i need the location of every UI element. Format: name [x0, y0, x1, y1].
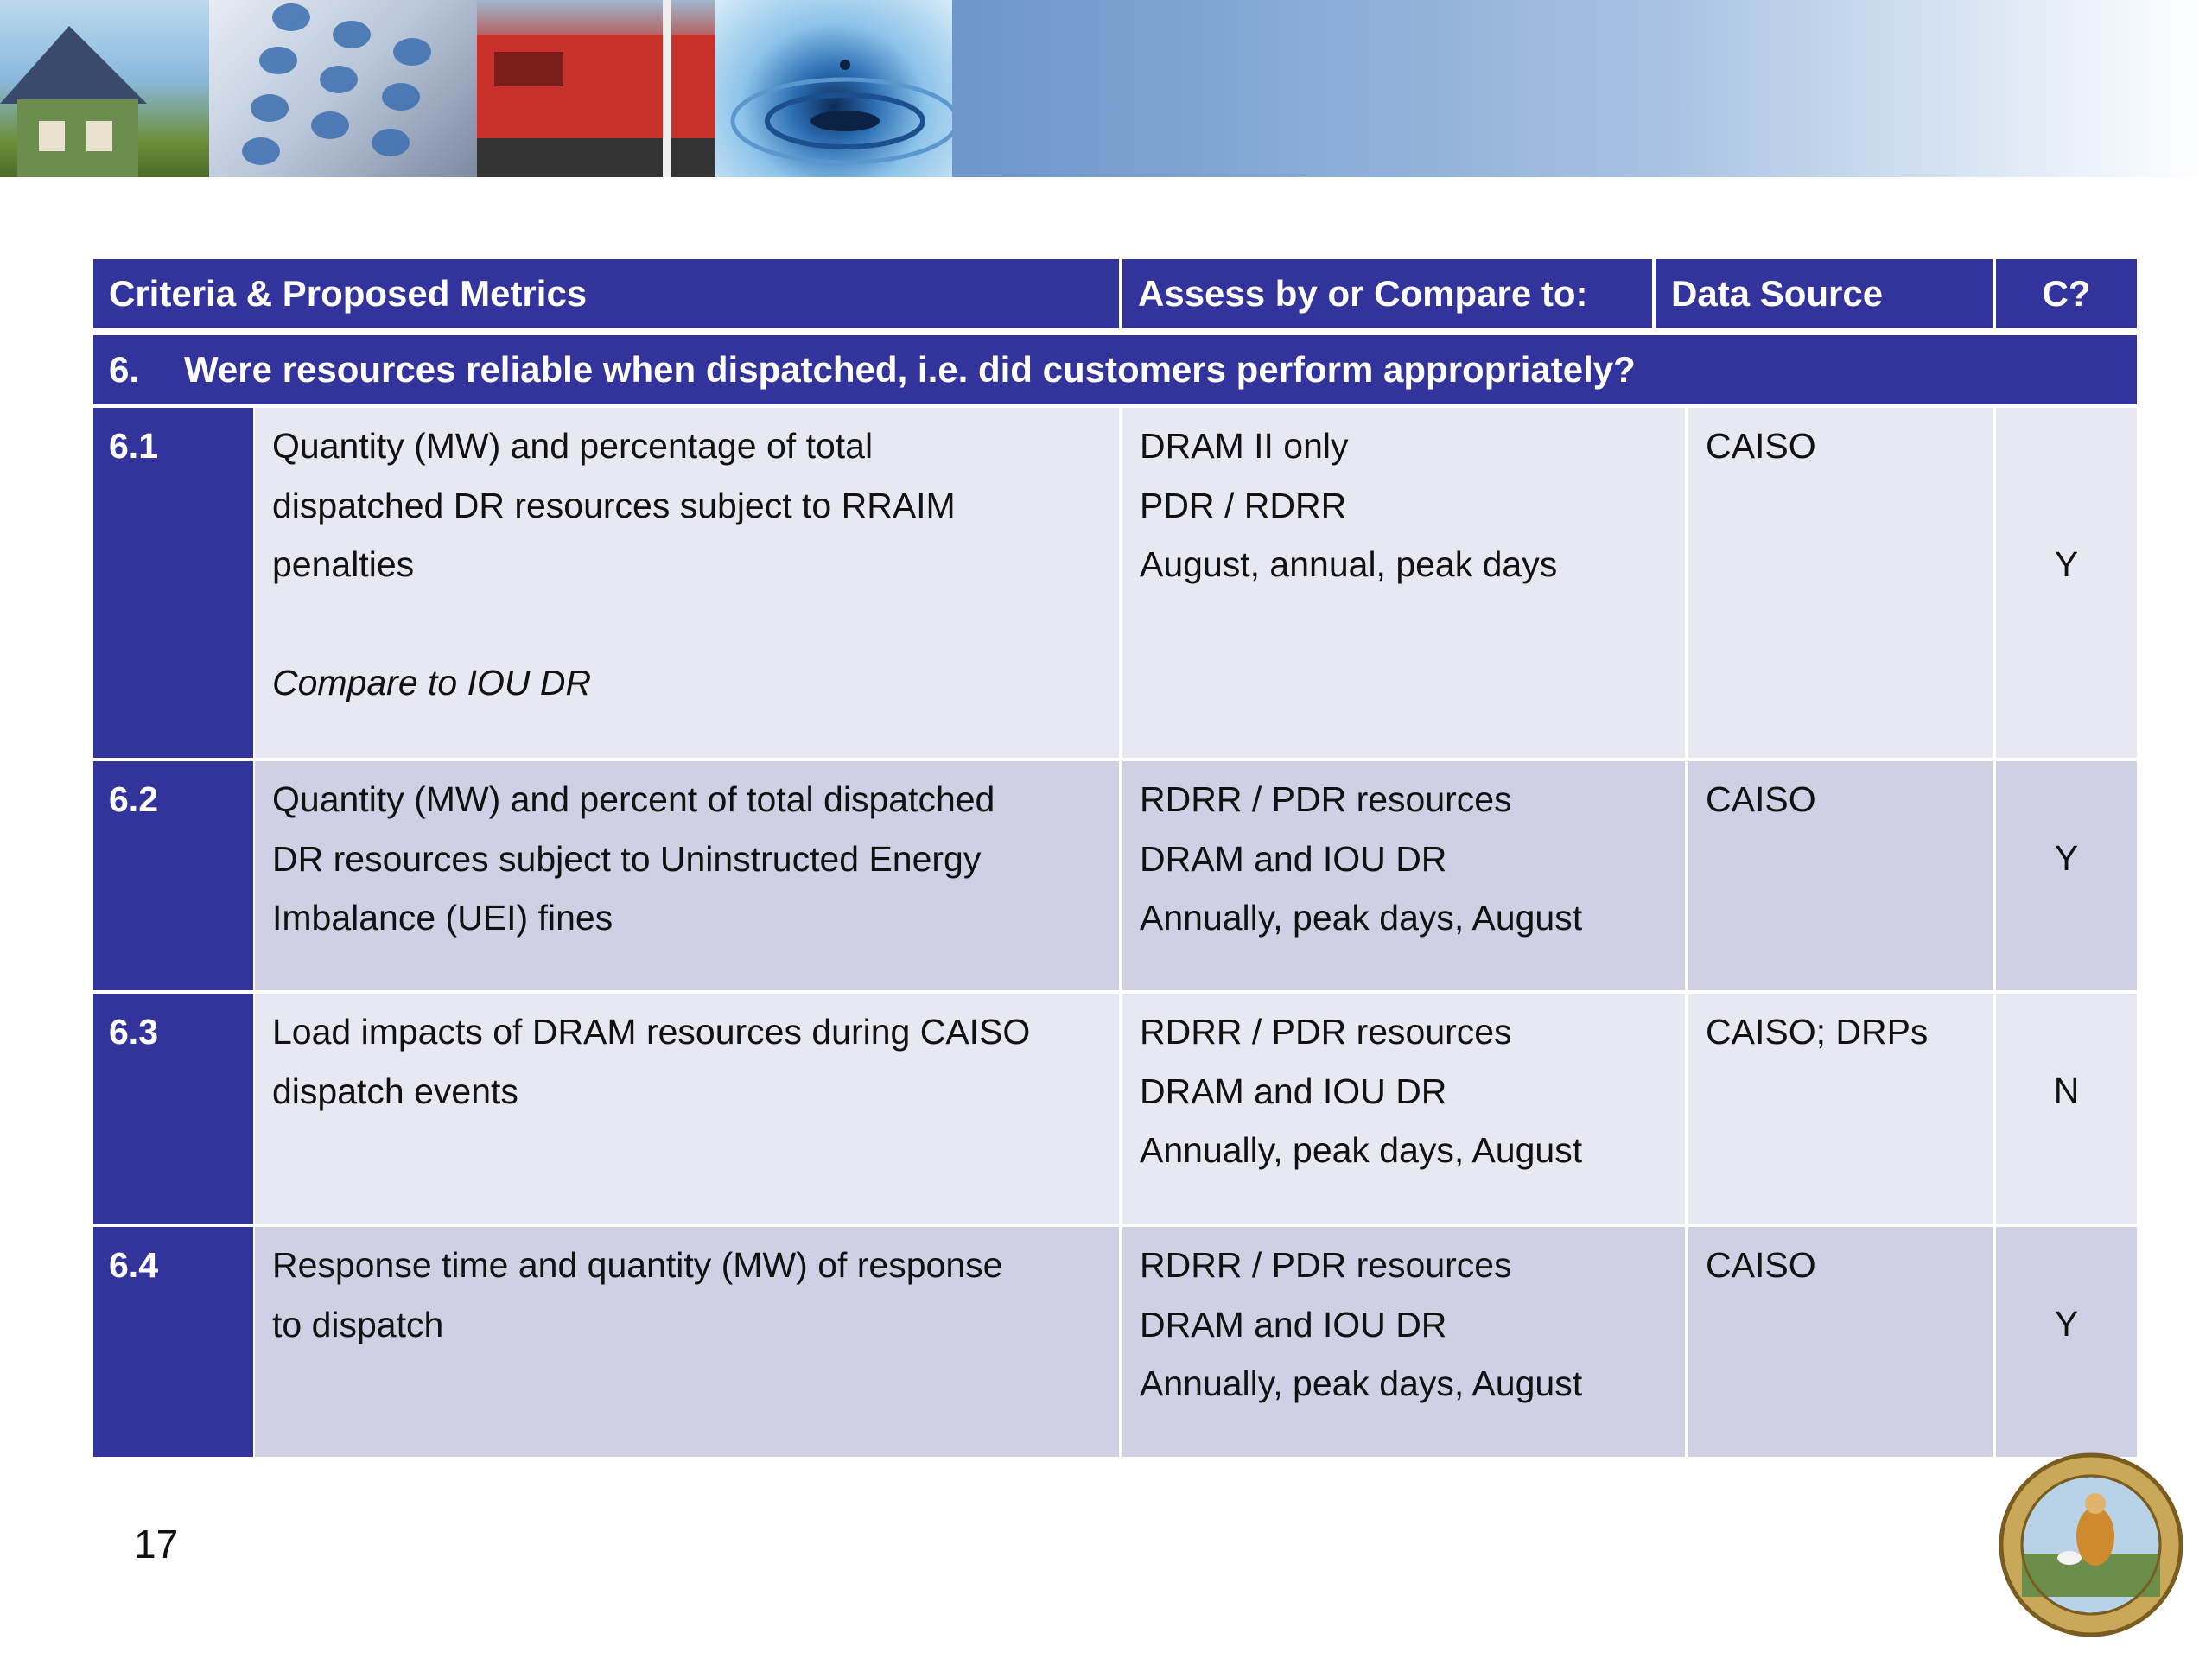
page-number: 17 — [134, 1522, 179, 1567]
data-source-cell: CAISO; DRPs — [1688, 994, 1993, 1224]
header-assess: Assess by or Compare to: — [1122, 259, 1652, 328]
assess-cell: RDRR / PDR resources DRAM and IOU DR Ann… — [1122, 994, 1685, 1224]
header-criteria: Criteria & Proposed Metrics — [93, 259, 1119, 328]
assess-line: RDRR / PDR resources — [1140, 1012, 1512, 1052]
criteria-line: penalties — [272, 544, 415, 584]
data-source-cell: CAISO — [1688, 408, 1993, 758]
assess-line: August, annual, peak days — [1140, 544, 1558, 584]
assess-line: Annually, peak days, August — [1140, 1130, 1583, 1170]
assess-line: DRAM and IOU DR — [1140, 838, 1447, 879]
c-cell: Y — [1996, 761, 2137, 990]
assess-cell: DRAM II only PDR / RDRR August, annual, … — [1122, 408, 1685, 758]
section-title: Were resources reliable when dispatched,… — [184, 349, 1636, 390]
section-title-row: 6. Were resources reliable when dispatche… — [93, 335, 2137, 404]
assess-line: Annually, peak days, August — [1140, 898, 1583, 938]
train-photo — [477, 0, 715, 177]
criteria-cell: Quantity (MW) and percent of total dispa… — [255, 761, 1119, 990]
data-source-cell: CAISO — [1688, 761, 1993, 990]
assess-line: RDRR / PDR resources — [1140, 1245, 1512, 1285]
header-c: C? — [1996, 259, 2137, 328]
criteria-cell: Response time and quantity (MW) of respo… — [255, 1227, 1119, 1457]
criteria-line: Quantity (MW) and percent of total dispa… — [272, 779, 995, 819]
criteria-line: dispatch events — [272, 1071, 518, 1111]
criteria-line: to dispatch — [272, 1304, 444, 1344]
criteria-line: Imbalance (UEI) fines — [272, 898, 613, 938]
house-solar-photo — [0, 0, 209, 177]
assess-cell: RDRR / PDR resources DRAM and IOU DR Ann… — [1122, 761, 1685, 990]
header-banner — [0, 0, 2212, 177]
c-cell: Y — [1996, 408, 2137, 758]
assess-line: Annually, peak days, August — [1140, 1363, 1583, 1403]
cpuc-seal-logo — [1996, 1450, 2186, 1640]
row-id: 6.3 — [93, 994, 253, 1224]
data-source-cell: CAISO — [1688, 1227, 1993, 1457]
row-id: 6.1 — [93, 408, 253, 758]
assess-line: DRAM and IOU DR — [1140, 1304, 1447, 1344]
water-drop-photo — [715, 0, 952, 177]
assess-line: DRAM II only — [1140, 426, 1349, 466]
criteria-line: dispatched DR resources subject to RRAIM — [272, 485, 956, 525]
row-id: 6.4 — [93, 1227, 253, 1457]
criteria-line: Response time and quantity (MW) of respo… — [272, 1245, 1003, 1285]
c-cell: N — [1996, 994, 2137, 1224]
c-cell: Y — [1996, 1227, 2137, 1457]
section-number: 6. — [109, 349, 140, 390]
assess-line: DRAM and IOU DR — [1140, 1071, 1447, 1111]
header-data-source: Data Source — [1656, 259, 1993, 328]
assess-cell: RDRR / PDR resources DRAM and IOU DR Ann… — [1122, 1227, 1685, 1457]
assess-line: PDR / RDRR — [1140, 485, 1347, 525]
criteria-line: Quantity (MW) and percentage of total — [272, 426, 874, 466]
criteria-note: Compare to IOU DR — [272, 663, 592, 702]
criteria-line: DR resources subject to Uninstructed Ene… — [272, 838, 982, 879]
assess-line: RDRR / PDR resources — [1140, 779, 1512, 819]
criteria-cell: Quantity (MW) and percentage of total di… — [255, 408, 1119, 758]
criteria-line: Load impacts of DRAM resources during CA… — [272, 1012, 1031, 1052]
phone-keypad-photo — [209, 0, 477, 177]
row-id: 6.2 — [93, 761, 253, 990]
criteria-cell: Load impacts of DRAM resources during CA… — [255, 994, 1119, 1224]
